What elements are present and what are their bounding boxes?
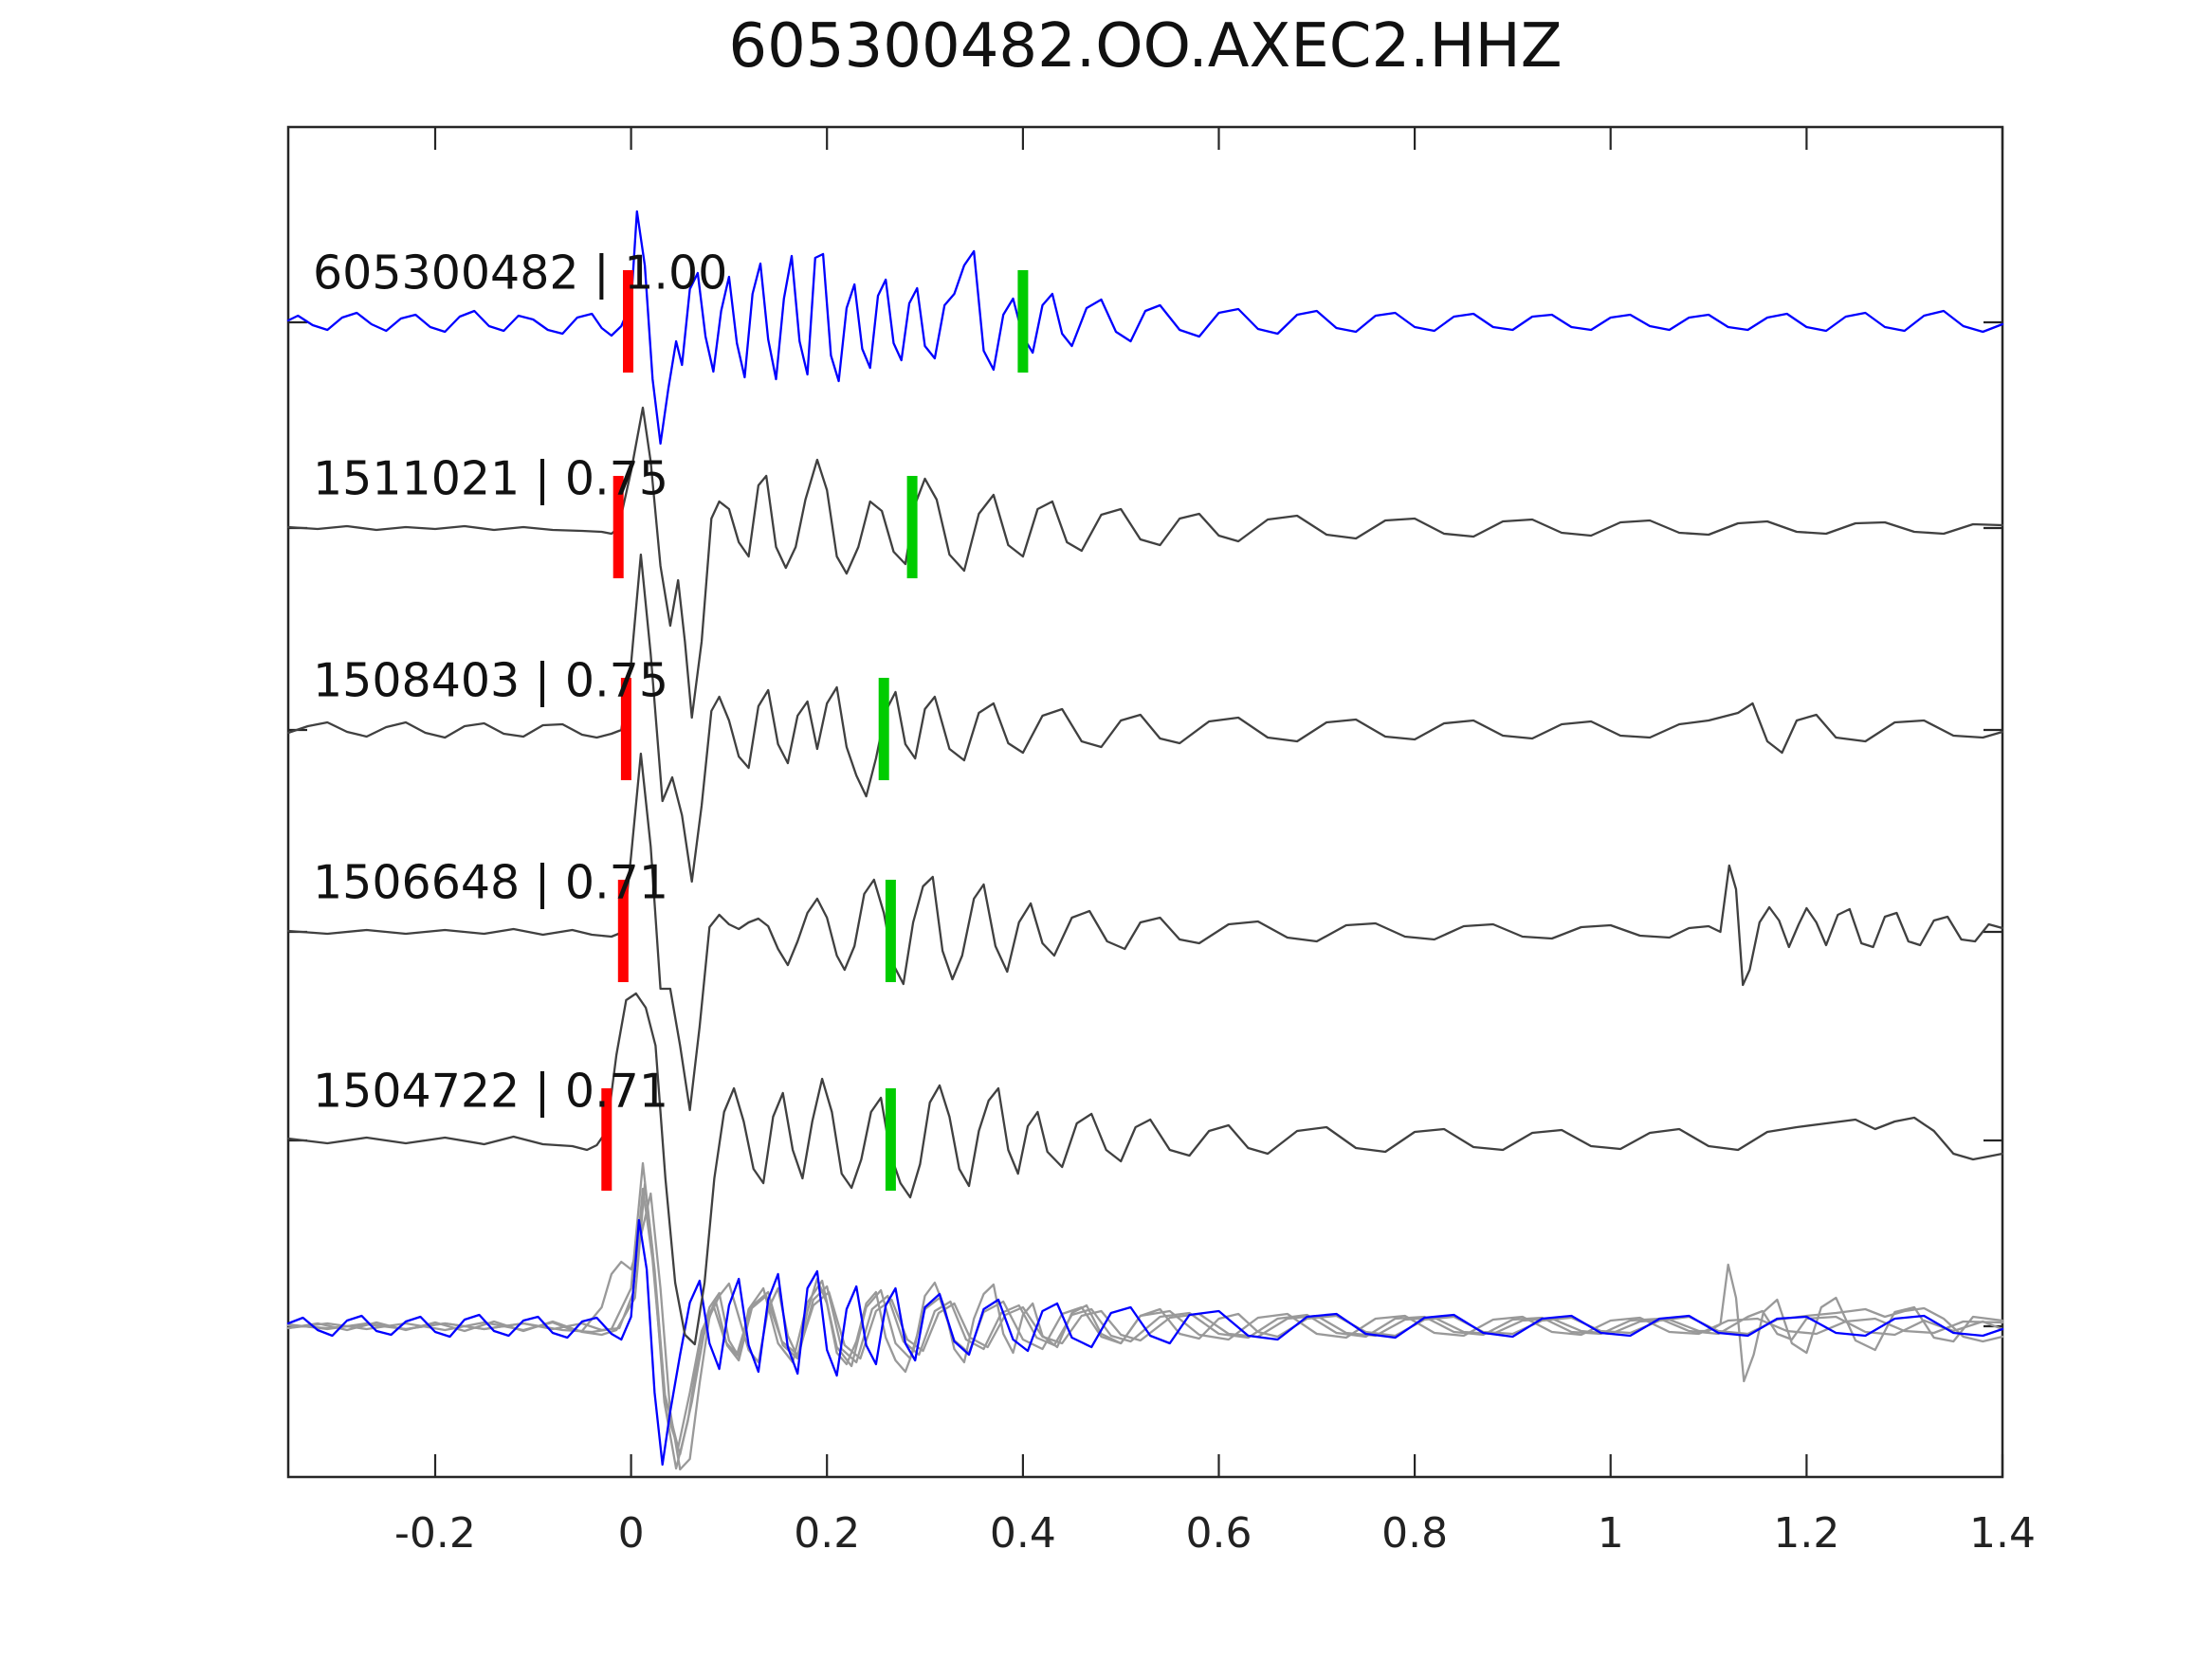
x-tick-label-1: 1 [1597, 1509, 1624, 1558]
trace-label-1506648: 1506648 | 0.71 [313, 855, 668, 910]
x-tick-label-0.6: 0.6 [1185, 1509, 1252, 1558]
pick-green-1511021 [906, 476, 918, 578]
trace-line-1508403 [286, 553, 2004, 884]
x-axis-ticks [433, 127, 2004, 1477]
overlay-trace-1504722-overlay [286, 1192, 2004, 1471]
overlay-trace-605300482-overlay [286, 1218, 2004, 1467]
pick-green-1506648 [885, 880, 896, 982]
x-tick-label-0: 0 [617, 1509, 645, 1558]
trace-label-1511021: 1511021 | 0.75 [313, 451, 668, 506]
pick-red-1504722 [601, 1088, 612, 1191]
trace-label-1504722: 1504722 | 0.71 [313, 1064, 668, 1119]
pick-red-1506648 [617, 880, 629, 982]
figure-title: 605300482.OO.AXEC2.HHZ [728, 11, 1563, 82]
trace-1504722 [286, 992, 2004, 1346]
trace-label-1508403: 1508403 | 0.75 [313, 653, 668, 708]
x-tick-label-1.4: 1.4 [1969, 1509, 2036, 1558]
trace-label-605300482: 605300482 | 1.00 [313, 246, 728, 301]
trace-1508403 [286, 553, 2004, 884]
x-tick-label-0.2: 0.2 [794, 1509, 861, 1558]
trace-line-1504722 [286, 992, 2004, 1346]
pick-red-1508403 [620, 678, 631, 780]
pick-green-1508403 [878, 678, 889, 780]
x-tick-label-0.8: 0.8 [1381, 1509, 1449, 1558]
trace-605300482 [286, 210, 2004, 446]
overlay-traces [286, 1161, 2004, 1471]
trace-1511021 [286, 406, 2004, 720]
pick-green-605300482 [1017, 270, 1029, 373]
trace-1506648 [286, 752, 2004, 1112]
x-tick-label-1.2: 1.2 [1773, 1509, 1840, 1558]
x-tick-label--0.2: -0.2 [394, 1509, 476, 1558]
pick-green-1504722 [885, 1088, 896, 1191]
trace-line-1511021 [286, 406, 2004, 720]
x-tick-label-0.4: 0.4 [989, 1509, 1056, 1558]
overlay-trace-1508403-overlay [286, 1182, 2004, 1456]
trace-line-1506648 [286, 752, 2004, 1112]
pick-red-605300482 [623, 270, 633, 373]
overlay-trace-1511021-overlay [286, 1161, 2004, 1470]
trace-line-605300482 [286, 210, 2004, 446]
plot-frame [286, 125, 2004, 1479]
pick-red-1511021 [612, 476, 624, 578]
